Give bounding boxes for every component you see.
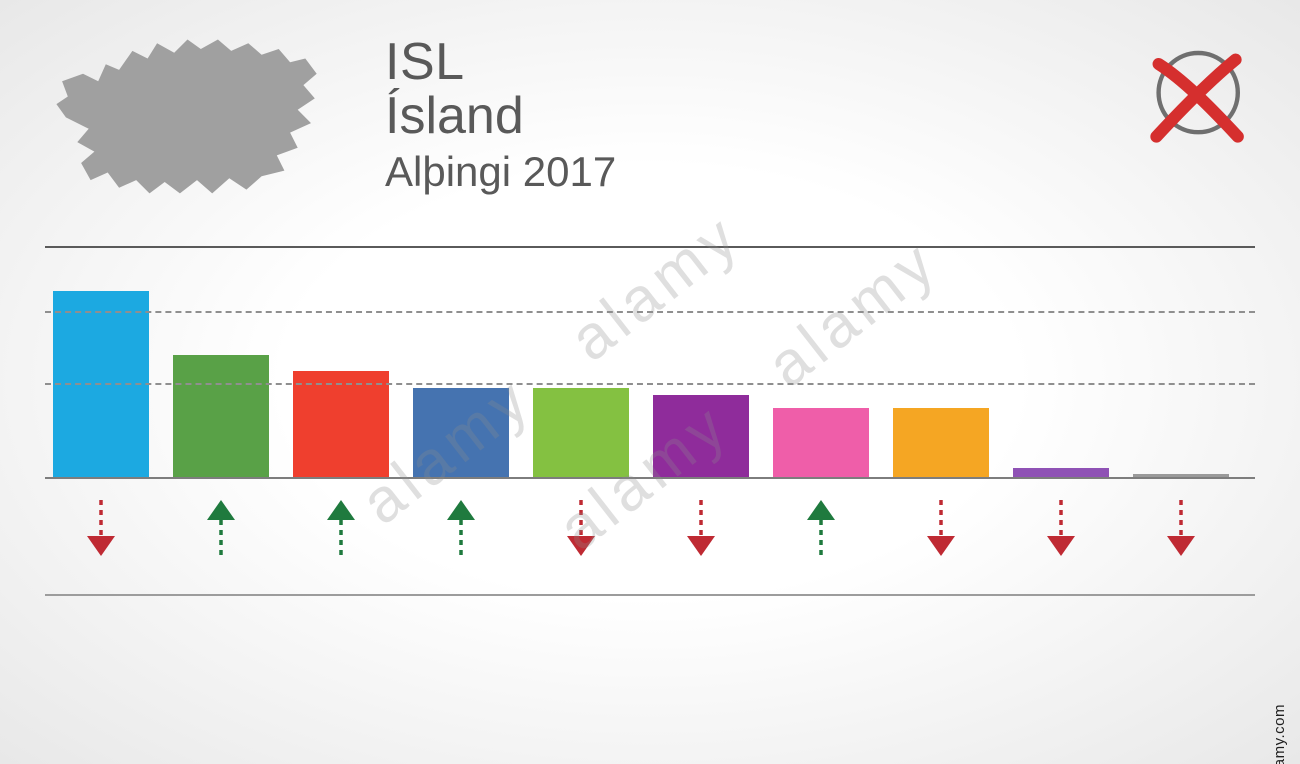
chart-bar [413, 388, 509, 478]
trend-up-icon [321, 500, 361, 556]
chart-gridline [45, 311, 1255, 313]
trend-down-icon [681, 500, 721, 556]
divider-top [45, 246, 1255, 248]
trend-up-icon [441, 500, 481, 556]
chart-bar [173, 355, 269, 478]
trend-down-icon [561, 500, 601, 556]
trend-down-icon [1041, 500, 1081, 556]
trend-down-icon [81, 500, 121, 556]
divider-bottom [45, 594, 1255, 596]
infographic-canvas: ISL Ísland Alþingi 2017 [45, 24, 1255, 684]
subtitle: Alþingi 2017 [385, 148, 616, 196]
chart-bar [893, 408, 989, 478]
chart-bar [533, 388, 629, 478]
bar-chart [45, 278, 1255, 478]
trend-up-icon [201, 500, 241, 556]
trend-down-icon [1161, 500, 1201, 556]
iceland-map-icon [45, 30, 330, 225]
chart-bar [653, 395, 749, 478]
chart-bar [293, 371, 389, 478]
chart-bar [773, 408, 869, 478]
chart-gridline [45, 383, 1255, 385]
trend-arrow-row [45, 500, 1255, 556]
header: ISL Ísland Alþingi 2017 [45, 24, 1255, 224]
image-id-label: alamy Image ID: KFK0FX www.alamy.com [1271, 704, 1288, 764]
trend-down-icon [921, 500, 961, 556]
trend-up-icon [801, 500, 841, 556]
ballot-x-icon [1141, 42, 1251, 152]
country-code: ISL [385, 32, 616, 92]
chart-baseline [45, 477, 1255, 479]
country-name: Ísland [385, 86, 616, 146]
title-block: ISL Ísland Alþingi 2017 [385, 32, 616, 196]
